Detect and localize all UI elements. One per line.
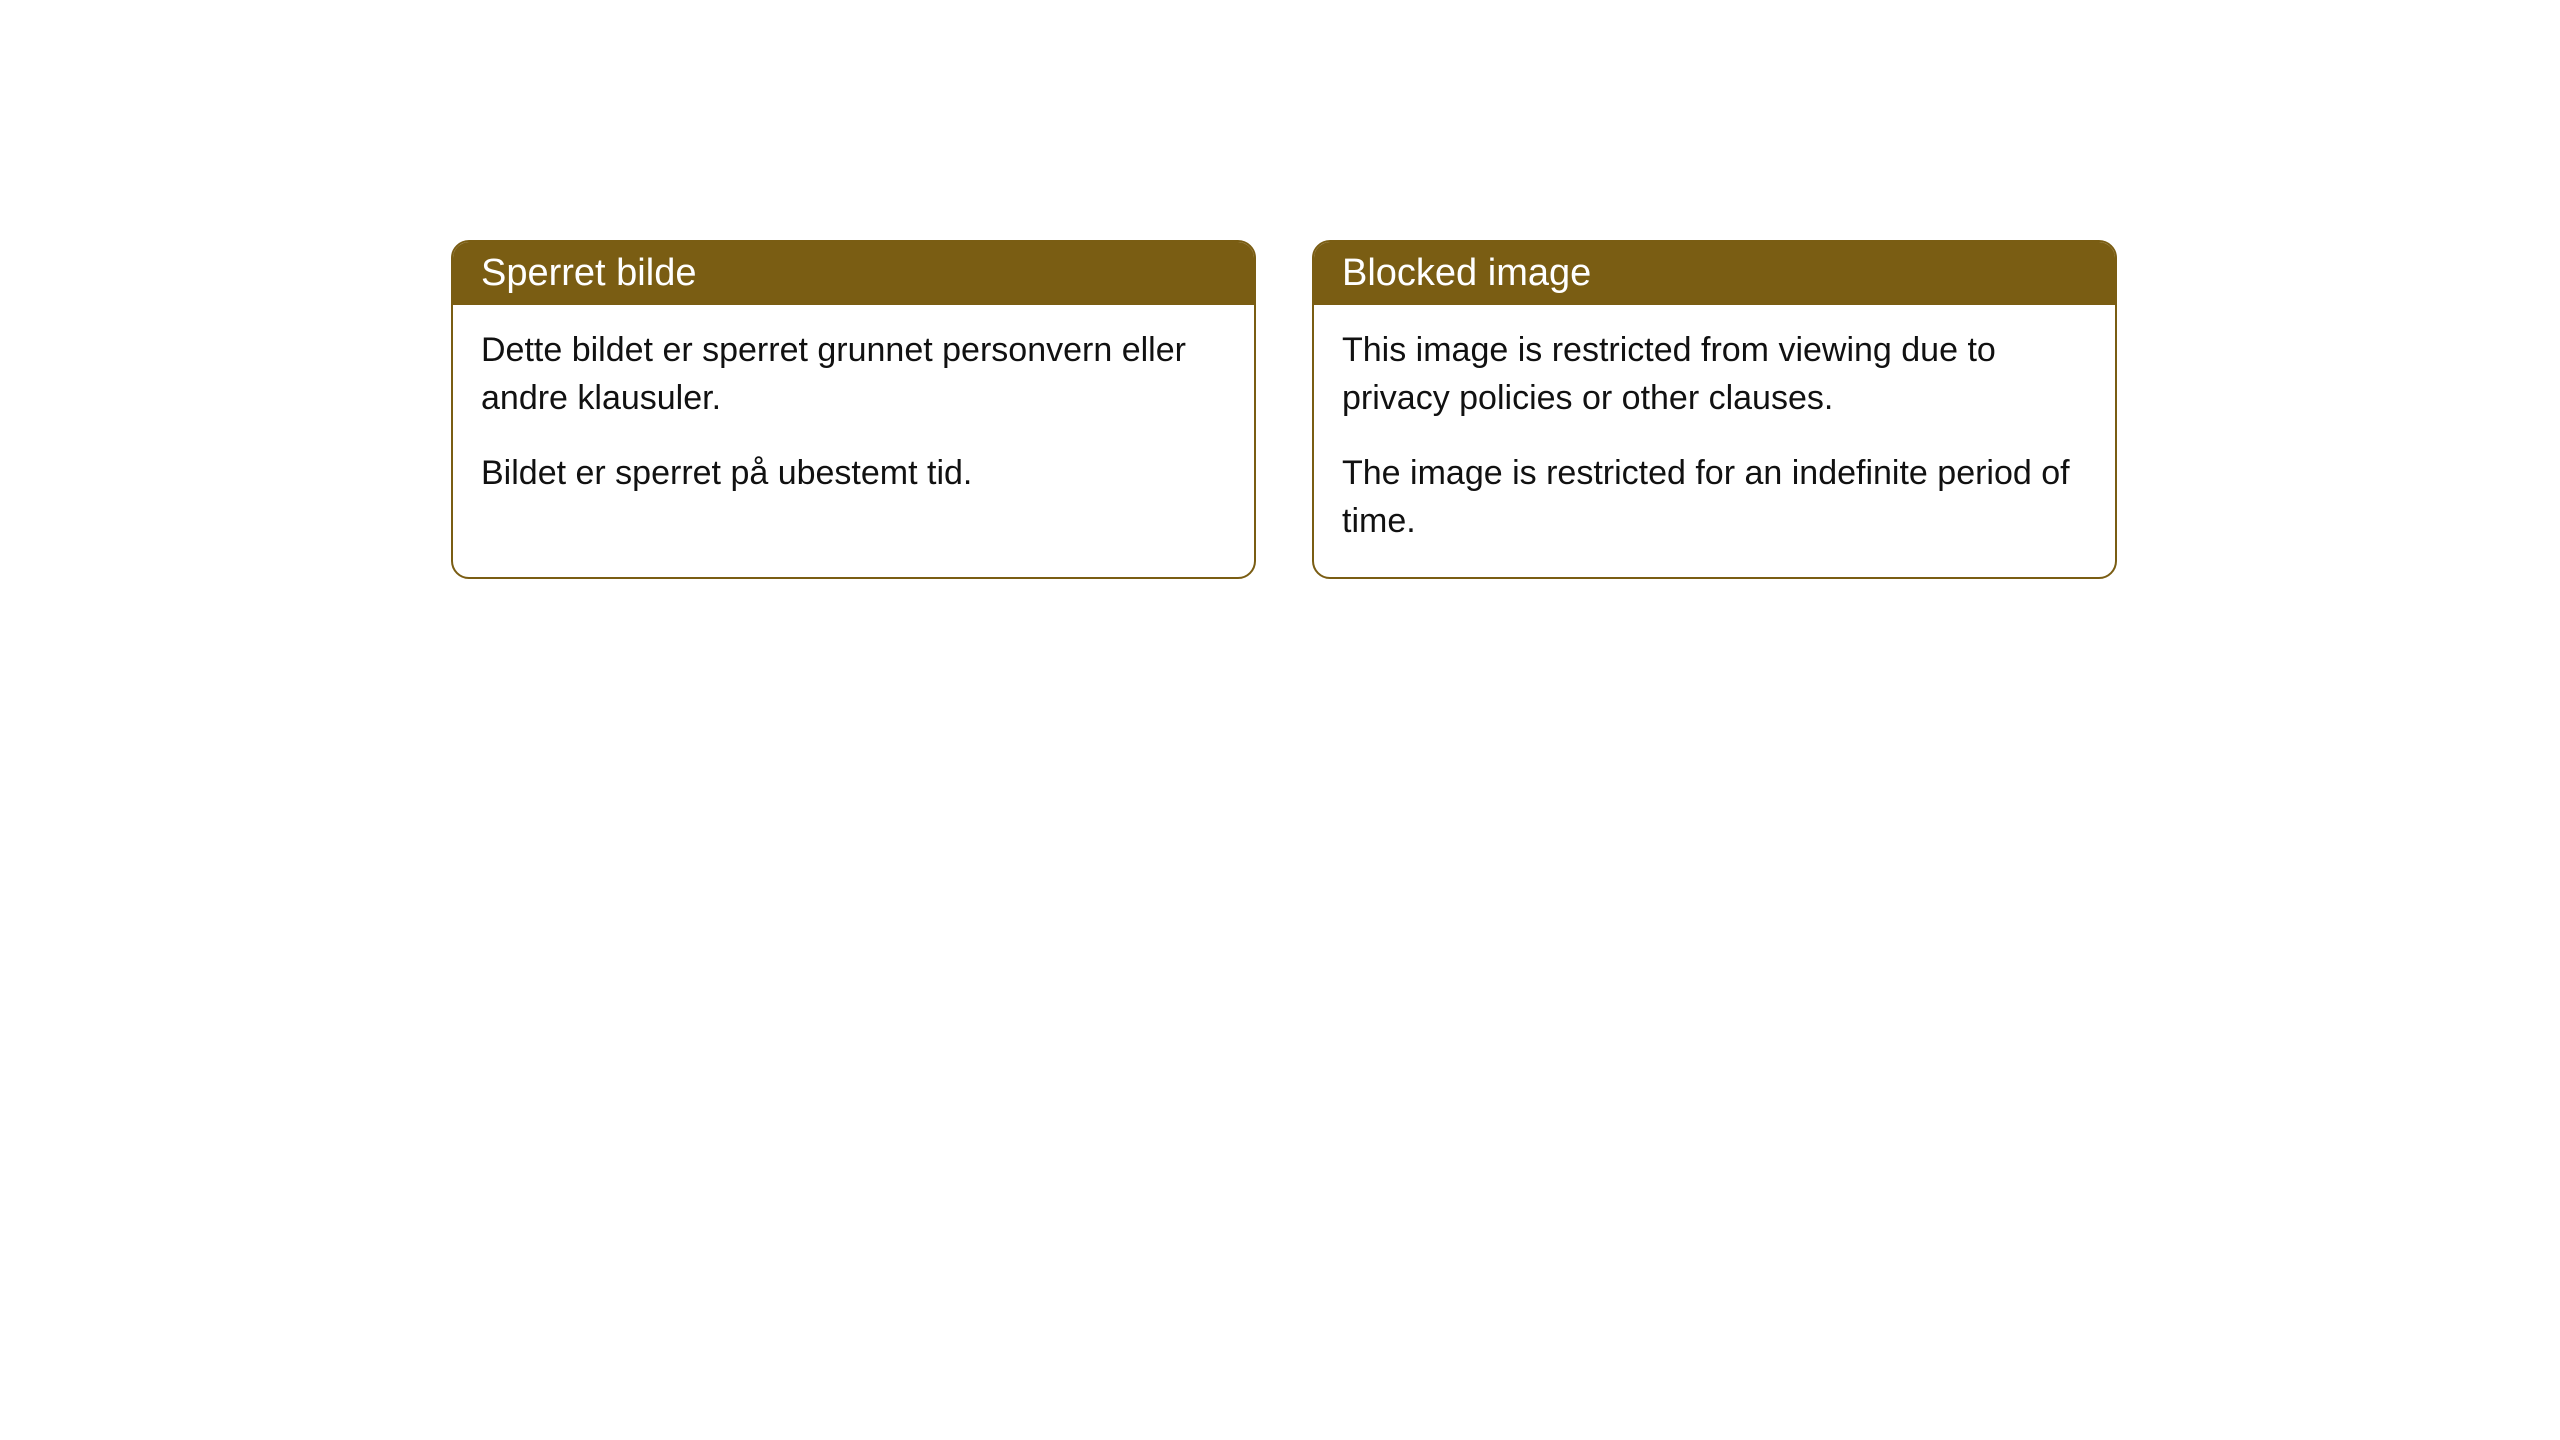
card-header: Blocked image — [1314, 242, 2115, 305]
card-body: This image is restricted from viewing du… — [1314, 305, 2115, 577]
card-title: Blocked image — [1342, 252, 1591, 294]
notice-cards-container: Sperret bilde Dette bildet er sperret gr… — [451, 240, 2117, 579]
card-body: Dette bildet er sperret grunnet personve… — [453, 305, 1254, 530]
card-paragraph: Bildet er sperret på ubestemt tid. — [481, 450, 1226, 498]
card-header: Sperret bilde — [453, 242, 1254, 305]
notice-card-english: Blocked image This image is restricted f… — [1312, 240, 2117, 579]
card-paragraph: The image is restricted for an indefinit… — [1342, 450, 2087, 545]
notice-card-norwegian: Sperret bilde Dette bildet er sperret gr… — [451, 240, 1256, 579]
card-paragraph: Dette bildet er sperret grunnet personve… — [481, 327, 1226, 422]
card-title: Sperret bilde — [481, 252, 696, 294]
card-paragraph: This image is restricted from viewing du… — [1342, 327, 2087, 422]
